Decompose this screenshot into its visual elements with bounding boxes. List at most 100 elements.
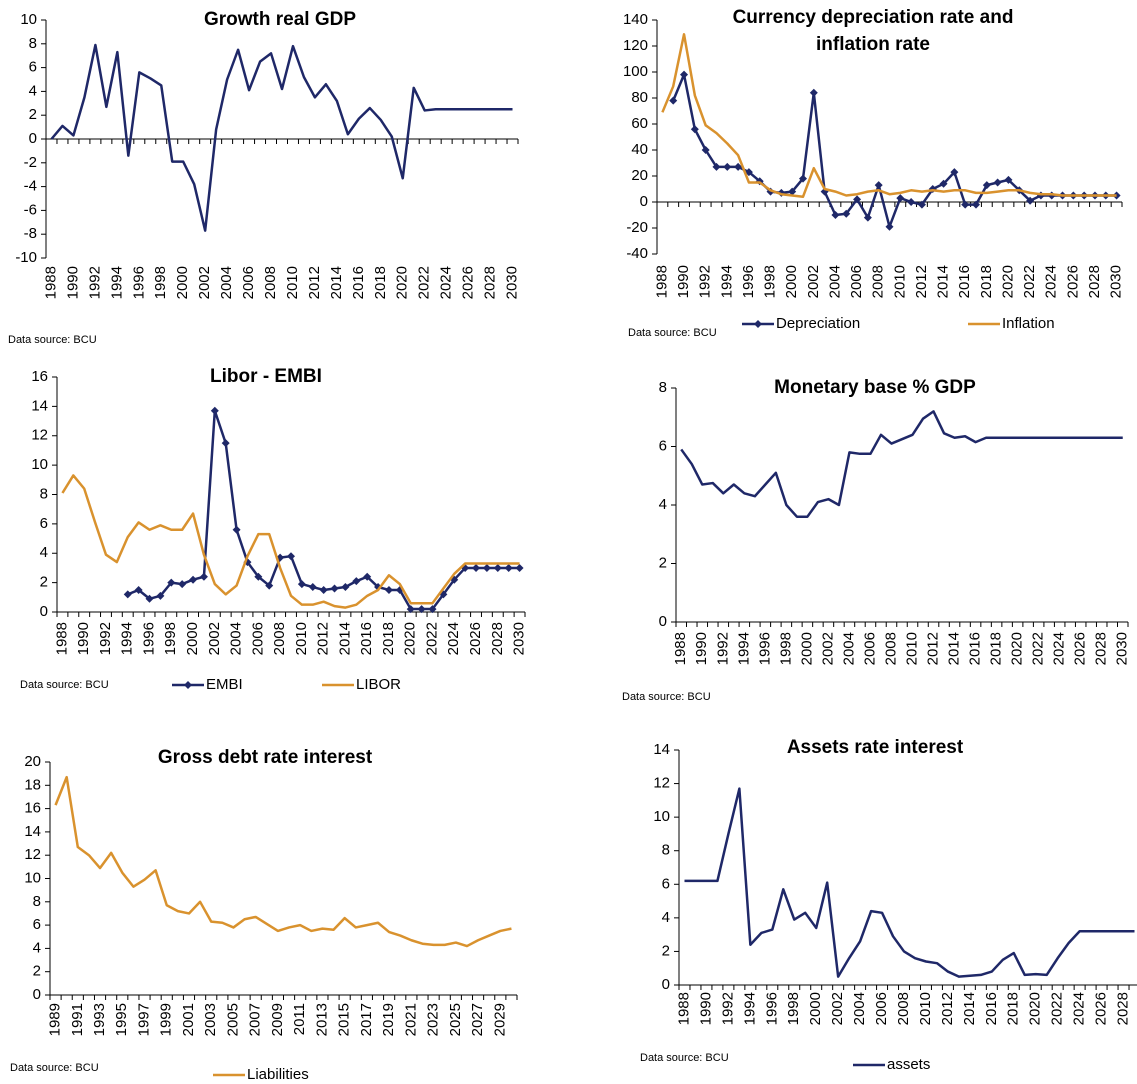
- x-tick-label: 2000: [807, 992, 824, 1025]
- legend-marker: [184, 681, 192, 689]
- point-marker: [1112, 191, 1121, 200]
- x-tick-label: 2026: [1064, 265, 1081, 298]
- x-tick-label: 2002: [805, 265, 822, 298]
- x-tick-label: 1998: [785, 992, 802, 1025]
- x-tick-label: 1994: [718, 265, 735, 298]
- x-tick-label: 2008: [882, 632, 899, 665]
- x-tick-label: 1996: [756, 632, 773, 665]
- y-tick-label: 6: [659, 437, 667, 454]
- x-tick-label: 2006: [848, 265, 865, 298]
- point-marker: [384, 585, 393, 594]
- y-tick-label: 80: [631, 89, 648, 106]
- x-tick-label: 1989: [47, 1003, 64, 1036]
- chart-panel: Assets rate interest 0 2 4 6 8 10 12 14 1988 1990 1…: [640, 737, 1137, 1073]
- y-tick-label: 8: [40, 485, 48, 502]
- x-tick-label: 2018: [372, 266, 389, 299]
- x-tick-label: 2010: [903, 632, 920, 665]
- y-tick-label: 10: [653, 808, 670, 825]
- y-tick-label: 6: [29, 59, 37, 76]
- x-tick-label: 1999: [158, 1003, 175, 1036]
- y-tick-label: 14: [653, 741, 670, 758]
- y-tick-label: -10: [15, 249, 37, 266]
- x-tick-label: 2000: [783, 265, 800, 298]
- x-tick-label: 2010: [891, 265, 908, 298]
- point-marker: [178, 580, 187, 589]
- point-marker: [254, 572, 263, 581]
- point-marker: [428, 605, 437, 614]
- y-tick-label: -40: [626, 245, 648, 262]
- chart-panel: Growth real GDP -10 -8 -6 -4 -2 0 2 4 6 8 10 1988 199…: [8, 9, 520, 346]
- x-tick-label: 1990: [675, 265, 692, 298]
- x-tick-label: 2026: [460, 266, 477, 299]
- x-tick-label: 2030: [1114, 632, 1131, 665]
- y-tick-label: 14: [31, 397, 48, 414]
- point-marker: [669, 96, 678, 105]
- point-marker: [1004, 175, 1013, 184]
- y-tick-label: 0: [662, 976, 670, 993]
- x-tick-label: 2020: [1027, 992, 1044, 1025]
- point-marker: [734, 162, 743, 171]
- x-tick-label: 2008: [271, 622, 288, 655]
- point-marker: [319, 585, 328, 594]
- x-tick-label: 2024: [1043, 265, 1060, 298]
- x-tick-label: 2006: [240, 266, 257, 299]
- x-tick-label: 2002: [206, 622, 223, 655]
- x-tick-label: 2019: [380, 1003, 397, 1036]
- point-marker: [482, 563, 491, 572]
- y-tick-label: 0: [640, 193, 648, 210]
- legend-label: Liabilities: [247, 1066, 309, 1083]
- y-tick-label: 12: [24, 846, 41, 863]
- x-tick-label: 2004: [851, 992, 868, 1025]
- x-tick-label: 1992: [719, 992, 736, 1025]
- y-tick-label: 0: [659, 613, 667, 630]
- point-marker: [961, 200, 970, 209]
- x-tick-label: 2016: [983, 992, 1000, 1025]
- point-marker: [221, 439, 230, 448]
- chart-title: Growth real GDP: [204, 9, 356, 30]
- point-marker: [167, 578, 176, 587]
- x-tick-label: 2020: [402, 622, 419, 655]
- y-tick-label: 8: [659, 379, 667, 396]
- point-marker: [134, 585, 143, 594]
- x-tick-label: 2016: [358, 622, 375, 655]
- chart-title: Currency depreciation rate and inflation …: [733, 7, 1014, 55]
- x-tick-label: 2012: [315, 622, 332, 655]
- x-tick-label: 2026: [1072, 632, 1089, 665]
- x-tick-label: 1988: [42, 266, 59, 299]
- x-tick-label: 1996: [140, 622, 157, 655]
- point-marker: [330, 584, 339, 593]
- legend-label: Depreciation: [776, 315, 860, 332]
- x-tick-label: 1990: [697, 992, 714, 1025]
- x-tick-label: 2023: [425, 1003, 442, 1036]
- x-tick-label: 2028: [489, 622, 506, 655]
- chart-title: Gross debt rate interest: [158, 747, 373, 768]
- x-tick-label: 2004: [840, 632, 857, 665]
- point-marker: [690, 125, 699, 134]
- x-tick-label: 1988: [672, 632, 689, 665]
- y-tick-label: 18: [24, 776, 41, 793]
- x-tick-label: 1990: [64, 266, 81, 299]
- x-tick-label: 1996: [740, 265, 757, 298]
- x-tick-label: 1996: [130, 266, 147, 299]
- point-marker: [308, 583, 317, 592]
- x-tick-label: 2014: [946, 632, 963, 665]
- y-tick-label: 4: [40, 544, 48, 561]
- y-tick-label: -2: [24, 154, 37, 171]
- x-tick-label: 2000: [798, 632, 815, 665]
- y-tick-label: -6: [24, 201, 37, 218]
- x-tick-label: 2015: [336, 1003, 353, 1036]
- x-tick-label: 2006: [861, 632, 878, 665]
- y-tick-label: 4: [659, 496, 667, 513]
- point-marker: [232, 525, 241, 534]
- x-tick-label: 2010: [917, 992, 934, 1025]
- series-line: [661, 33, 1117, 199]
- point-marker: [874, 181, 883, 190]
- point-marker: [123, 590, 132, 599]
- x-tick-label: 2008: [262, 266, 279, 299]
- x-tick-label: 2000: [184, 622, 201, 655]
- point-marker: [504, 563, 513, 572]
- x-tick-label: 1995: [113, 1003, 130, 1036]
- y-tick-label: 8: [29, 35, 37, 52]
- point-marker: [493, 563, 502, 572]
